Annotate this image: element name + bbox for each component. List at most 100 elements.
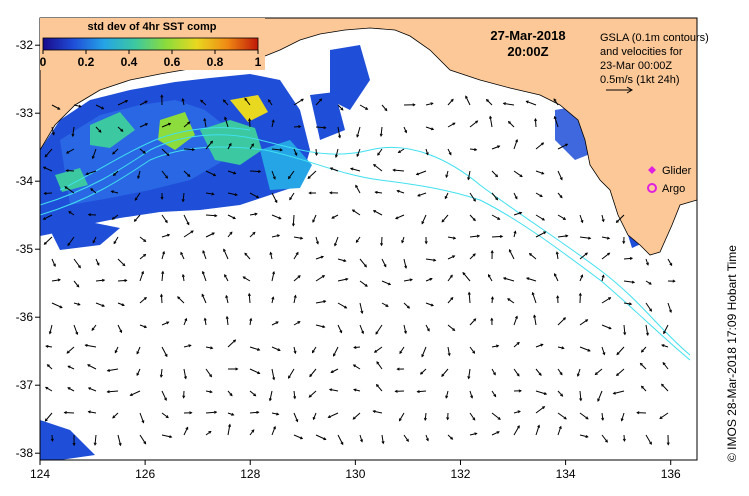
velocity-arrow <box>425 126 435 131</box>
velocity-arrow <box>85 170 97 176</box>
velocity-arrow <box>403 278 413 282</box>
velocity-arrow <box>249 317 253 326</box>
gsla-contours <box>40 127 691 361</box>
velocity-arrow <box>557 346 565 350</box>
velocity-arrow <box>381 104 388 112</box>
velocity-arrow <box>441 368 449 377</box>
velocity-arrow <box>356 126 361 138</box>
velocity-arrow <box>513 211 523 216</box>
velocity-arrow <box>557 425 562 436</box>
velocity-arrow <box>447 296 454 304</box>
velocity-arrow <box>182 390 186 399</box>
velocity-arrow <box>73 104 82 108</box>
velocity-arrow <box>205 368 212 378</box>
velocity-arrow <box>51 278 61 282</box>
velocity-arrow <box>95 258 100 266</box>
velocity-arrow <box>293 236 304 240</box>
sst-patch-green-3 <box>200 120 262 165</box>
date-label: 27-Mar-2018 <box>490 28 565 43</box>
velocity-arrow <box>403 324 407 335</box>
velocity-arrow <box>467 291 471 304</box>
velocity-arrow <box>228 367 239 371</box>
velocity-arrow <box>315 434 327 441</box>
velocity-arrow <box>183 344 192 348</box>
velocity-arrow <box>380 236 384 247</box>
velocity-arrow <box>513 139 518 150</box>
velocity-arrow <box>636 411 647 415</box>
velocity-arrow <box>224 273 229 282</box>
velocity-arrow <box>579 319 589 326</box>
velocity-arrow <box>502 102 515 106</box>
velocity-arrow <box>557 412 567 420</box>
velocity-arrow <box>557 214 567 220</box>
velocity-arrow <box>425 102 434 106</box>
velocity-arrow <box>491 431 500 436</box>
velocity-arrow <box>161 390 167 401</box>
velocity-arrow <box>137 170 141 180</box>
velocity-arrow <box>271 148 283 152</box>
velocity-arrow <box>43 191 53 195</box>
velocity-arrow <box>491 170 499 178</box>
velocity-arrow <box>293 390 297 400</box>
velocity-arrow <box>271 270 276 282</box>
velocity-arrow <box>398 412 405 422</box>
velocity-arrow <box>87 364 97 370</box>
velocity-arrow <box>43 236 53 245</box>
velocity-arrow <box>307 170 317 179</box>
velocity-arrow <box>337 302 348 309</box>
velocity-arrow <box>271 214 282 220</box>
velocity-arrow <box>248 117 252 128</box>
sst-patch-south-1 <box>50 222 120 250</box>
velocity-arrow <box>622 434 626 442</box>
velocity-arrow <box>84 343 97 348</box>
velocity-arrow <box>445 170 449 178</box>
velocity-arrow <box>133 214 141 222</box>
velocity-arrow <box>392 168 405 172</box>
velocity-arrow <box>91 324 97 331</box>
velocity-arrow <box>623 280 636 284</box>
velocity-arrow <box>95 126 102 133</box>
velocity-arrow <box>315 300 327 304</box>
velocity-arrow <box>337 434 344 446</box>
velocity-arrow <box>51 104 61 110</box>
velocity-arrow <box>205 390 213 394</box>
velocity-arrow <box>469 147 478 152</box>
velocity-arrow <box>112 170 119 176</box>
velocity-arrow <box>487 273 493 282</box>
velocity-arrow <box>291 214 296 227</box>
velocity-arrow <box>87 213 97 217</box>
velocity-arrow <box>225 315 229 326</box>
velocity-arrow <box>446 412 450 421</box>
x-axis: 124 126 128 130 132 134 136 <box>30 460 681 481</box>
velocity-arrow <box>425 302 434 307</box>
velocity-arrow <box>513 341 520 348</box>
velocity-arrow <box>620 412 625 422</box>
gsla-note-line-1: GSLA (0.1m contours) <box>600 32 709 44</box>
velocity-arrow <box>395 214 405 220</box>
velocity-arrow <box>403 258 408 269</box>
velocity-arrow <box>139 100 148 106</box>
land-mass-australia <box>40 18 697 256</box>
velocity-arrow <box>205 346 214 350</box>
velocity-arrow <box>139 123 149 128</box>
velocity-arrow <box>227 170 237 175</box>
plot-area <box>40 18 697 460</box>
legend-argo-label: Argo <box>662 183 685 195</box>
velocity-arrow <box>469 412 476 421</box>
velocity-arrow <box>293 321 301 326</box>
velocity-arrow <box>288 368 295 379</box>
velocity-arrow <box>601 274 605 282</box>
legend-glider-label: Glider <box>662 165 692 177</box>
velocity-arrow <box>271 425 276 436</box>
velocity-arrow <box>528 252 537 260</box>
gsla-note: GSLA (0.1m contours) and velocities for … <box>600 32 709 94</box>
sst-patch-green-2 <box>158 112 195 150</box>
velocity-arrow <box>293 98 304 106</box>
velocity-arrow <box>645 280 652 285</box>
velocity-arrow <box>447 122 456 128</box>
y-tick-label: -32 <box>16 38 34 52</box>
velocity-arrow <box>576 368 581 377</box>
velocity-arrow <box>447 324 456 332</box>
velocity-arrow <box>67 365 75 370</box>
